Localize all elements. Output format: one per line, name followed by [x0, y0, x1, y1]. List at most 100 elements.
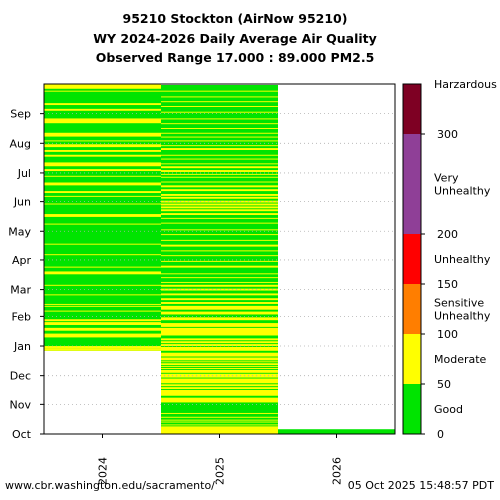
moderate-days-2025-17 — [161, 357, 278, 361]
moderate-days-2025-44 — [161, 222, 278, 224]
moderate-days-2024-24 — [44, 154, 161, 157]
colorbar-category-label-5-0: Harzardous — [434, 78, 497, 91]
colorbar-segment-2 — [403, 284, 421, 334]
moderate-days-2024-23 — [44, 162, 161, 167]
moderate-days-2024-17 — [44, 203, 161, 205]
moderate-days-2025-1 — [161, 424, 278, 426]
moderate-days-2025-68 — [161, 127, 278, 129]
moderate-days-2025-40 — [161, 244, 278, 247]
colorbar-tick-label-50: 50 — [437, 378, 451, 391]
moderate-days-2025-46 — [161, 213, 278, 216]
moderate-days-2025-26 — [161, 311, 278, 315]
moderate-days-2025-47 — [161, 209, 278, 212]
moderate-days-2024-6 — [44, 310, 161, 312]
moderate-days-2025-55 — [161, 181, 278, 183]
y-tick-label-Apr: Apr — [12, 254, 32, 267]
colorbar-category-label-4-1: Unhealthy — [434, 185, 491, 198]
chart-title-line-3: Observed Range 17.000 : 89.000 PM2.5 — [95, 50, 375, 65]
moderate-days-2025-39 — [161, 250, 278, 252]
moderate-days-2025-72 — [161, 105, 278, 107]
moderate-days-2025-27 — [161, 305, 278, 310]
y-tick-label-Oct: Oct — [12, 428, 32, 441]
moderate-days-2025-38 — [161, 255, 278, 257]
moderate-days-2025-12 — [161, 369, 278, 373]
y-tick-label-May: May — [8, 225, 31, 238]
moderate-days-2025-64 — [161, 145, 278, 147]
footer-timestamp: 05 Oct 2025 15:48:57 PDT — [347, 479, 494, 492]
moderate-days-2024-12 — [44, 266, 161, 268]
y-tick-label-Sep: Sep — [10, 108, 31, 121]
moderate-days-2025-2 — [161, 421, 278, 423]
footer-url[interactable]: www.cbr.washington.edu/sacramento/ — [5, 479, 215, 492]
moderate-days-2025-43 — [161, 229, 278, 231]
moderate-days-2024-3 — [44, 327, 161, 331]
moderate-days-2025-18 — [161, 352, 278, 357]
x-tick-label-2025: 2025 — [214, 457, 227, 485]
x-tick-label-2026: 2026 — [331, 457, 344, 485]
moderate-days-2025-21 — [161, 341, 278, 344]
moderate-days-2025-25 — [161, 317, 278, 321]
y-tick-label-Feb: Feb — [12, 310, 31, 323]
moderate-days-2025-50 — [161, 200, 278, 203]
colorbar-category-label-4-0: Very — [434, 172, 459, 185]
moderate-days-2024-28 — [44, 132, 161, 137]
moderate-days-2024-2 — [44, 333, 161, 338]
moderate-days-2025-70 — [161, 118, 278, 120]
moderate-days-2025-4 — [161, 416, 278, 418]
moderate-days-2025-65 — [161, 140, 278, 142]
moderate-days-2025-67 — [161, 132, 278, 134]
moderate-days-2024-26 — [44, 144, 161, 148]
moderate-days-2024-27 — [44, 140, 161, 142]
colorbar-category-label-0-0: Good — [434, 403, 463, 416]
moderate-days-2025-48 — [161, 206, 278, 209]
moderate-days-2025-49 — [161, 203, 278, 206]
moderate-days-2025-60 — [161, 163, 278, 165]
moderate-days-2024-33 — [44, 84, 161, 89]
moderate-days-2025-45 — [161, 217, 278, 219]
moderate-days-2025-14 — [161, 366, 278, 368]
moderate-days-2024-0 — [44, 348, 161, 351]
moderate-days-2024-5 — [44, 319, 161, 322]
moderate-days-2024-16 — [44, 214, 161, 217]
moderate-days-2024-19 — [44, 191, 161, 194]
moderate-days-2025-13 — [161, 368, 278, 369]
moderate-days-2024-29 — [44, 118, 161, 124]
y-tick-label-Nov: Nov — [10, 398, 32, 411]
colorbar-frame — [402, 83, 422, 435]
moderate-days-2024-14 — [44, 243, 161, 245]
colorbar-category-label-2-0: Sensitive — [434, 297, 484, 310]
chart-title-line-2: WY 2024-2026 Daily Average Air Quality — [93, 31, 377, 46]
y-tick-label-Jul: Jul — [17, 167, 31, 180]
moderate-days-2025-57 — [161, 173, 278, 175]
moderate-days-2025-30 — [161, 293, 278, 296]
colorbar-tick-label-0: 0 — [437, 428, 444, 441]
moderate-days-2025-62 — [161, 154, 278, 156]
moderate-days-2025-20 — [161, 344, 278, 347]
moderate-days-2024-25 — [44, 149, 161, 152]
moderate-days-2025-37 — [161, 260, 278, 262]
moderate-days-2025-5 — [161, 412, 278, 414]
moderate-days-2024-13 — [44, 254, 161, 256]
x-tick-label-2024: 2024 — [97, 457, 110, 485]
moderate-days-2025-54 — [161, 185, 278, 188]
moderate-days-2025-66 — [161, 136, 278, 138]
good-days-2026 — [278, 429, 395, 434]
moderate-days-2025-33 — [161, 281, 278, 283]
moderate-days-2024-8 — [44, 303, 161, 305]
colorbar-tick-label-300: 300 — [437, 128, 458, 141]
y-tick-label-Aug: Aug — [10, 137, 31, 150]
moderate-days-2024-31 — [44, 103, 161, 106]
moderate-days-2025-52 — [161, 193, 278, 196]
moderate-days-2025-42 — [161, 234, 278, 236]
moderate-days-2025-32 — [161, 284, 278, 287]
moderate-days-2025-22 — [161, 338, 278, 341]
moderate-days-2024-22 — [44, 169, 161, 172]
moderate-days-2025-11 — [161, 373, 278, 378]
colorbar-segment-3 — [403, 234, 421, 284]
colorbar-category-label-2-1: Unhealthy — [434, 310, 491, 323]
y-tick-label-Mar: Mar — [10, 284, 31, 297]
chart-title-line-1: 95210 Stockton (AirNow 95210) — [122, 11, 348, 26]
moderate-days-2025-71 — [161, 111, 278, 113]
moderate-days-2025-56 — [161, 176, 278, 178]
